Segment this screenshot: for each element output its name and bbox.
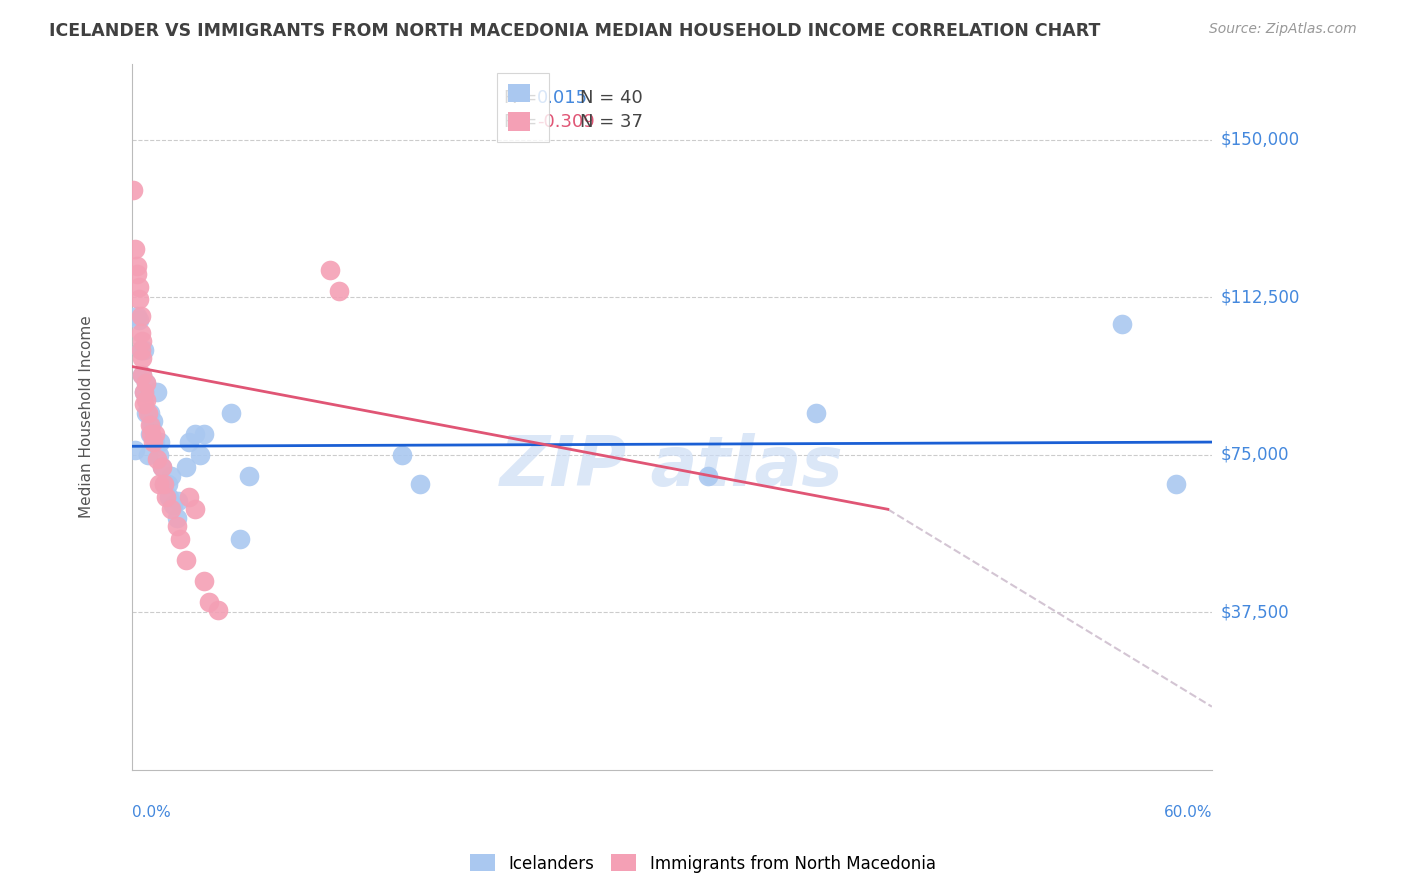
Point [138,418,160,433]
Legend: , : , [498,73,550,143]
Point [193,426,215,441]
Text: Median Household Income: Median Household Income [79,316,94,518]
Text: $37,500: $37,500 [1220,603,1289,621]
Point [219,406,242,420]
Text: ICELANDER VS IMMIGRANTS FROM NORTH MACEDONIA MEDIAN HOUSEHOLD INCOME CORRELATION: ICELANDER VS IMMIGRANTS FROM NORTH MACED… [49,22,1101,40]
Text: $150,000: $150,000 [1220,130,1299,149]
Point [129,309,152,323]
Point [391,448,413,462]
Point [141,426,163,441]
Point [143,435,166,450]
Point [131,334,153,349]
Point [179,435,201,450]
Text: ZIP atlas: ZIP atlas [501,433,844,500]
Text: $112,500: $112,500 [1220,288,1299,306]
Point [135,376,157,391]
Point [188,448,211,462]
Point [135,393,157,408]
Point [134,343,156,357]
Point [129,343,152,357]
Point [134,397,156,411]
Point [174,460,197,475]
Text: -0.309: -0.309 [537,113,595,131]
Point [183,426,205,441]
Point [131,368,153,382]
Point [136,406,159,420]
Text: 0.015: 0.015 [537,89,588,107]
Point [153,477,176,491]
Point [141,418,163,433]
Point [138,406,160,420]
Point [131,368,153,382]
Point [193,574,215,588]
Point [122,183,145,197]
Point [198,595,221,609]
Point [156,477,179,491]
Point [169,532,191,546]
Point [207,603,229,617]
Point [134,384,156,399]
Point [148,477,170,491]
Point [134,384,156,399]
Point [155,490,177,504]
Point [148,448,170,462]
Point [228,532,250,546]
Point [135,376,157,391]
Point [157,490,180,504]
Point [128,313,150,327]
Text: $75,000: $75,000 [1220,446,1289,464]
Point [238,468,260,483]
Point [145,384,167,399]
Point [142,435,165,450]
Point [166,510,188,524]
Point [125,259,148,273]
Point [129,343,152,357]
Point [124,242,146,256]
Point [125,267,148,281]
Text: 60.0%: 60.0% [1163,805,1212,820]
Point [167,494,190,508]
Text: R =: R = [505,89,543,107]
Point [160,502,183,516]
Point [129,326,152,340]
Point [328,284,350,298]
Point [183,502,205,516]
Point [128,293,150,307]
Point [142,414,165,428]
Point [696,468,718,483]
Point [153,477,176,491]
Point [124,443,146,458]
Text: N = 40: N = 40 [579,89,643,107]
Point [145,451,167,466]
Point [160,468,183,483]
Point [408,477,430,491]
Point [149,435,172,450]
Legend: Icelanders, Immigrants from North Macedonia: Icelanders, Immigrants from North Macedo… [464,847,942,880]
Point [1164,477,1187,491]
Text: R =: R = [505,113,543,131]
Point [128,279,150,293]
Point [179,490,201,504]
Point [125,309,148,323]
Text: Source: ZipAtlas.com: Source: ZipAtlas.com [1209,22,1357,37]
Point [804,406,827,420]
Point [143,426,166,441]
Point [150,460,173,475]
Point [166,519,188,533]
Point [162,498,184,512]
Point [131,351,153,365]
Point [135,406,157,420]
Point [1111,318,1133,332]
Point [138,426,160,441]
Point [136,448,159,462]
Text: N = 37: N = 37 [579,113,643,131]
Point [150,460,173,475]
Point [318,263,340,277]
Text: 0.0%: 0.0% [132,805,170,820]
Point [174,552,197,566]
